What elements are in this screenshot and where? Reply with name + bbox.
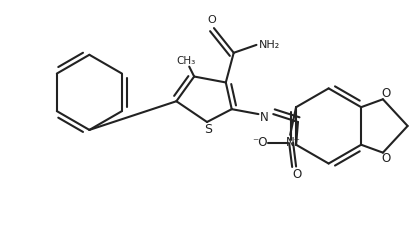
Text: N⁺: N⁺ xyxy=(285,136,301,149)
Text: NH₂: NH₂ xyxy=(259,40,280,50)
Text: O: O xyxy=(381,152,390,165)
Text: O: O xyxy=(293,168,302,181)
Text: O: O xyxy=(381,87,390,100)
Text: ⁻O: ⁻O xyxy=(252,136,267,149)
Text: CH₃: CH₃ xyxy=(177,56,196,66)
Text: S: S xyxy=(204,123,212,136)
Text: N: N xyxy=(260,111,269,123)
Text: O: O xyxy=(208,15,217,25)
